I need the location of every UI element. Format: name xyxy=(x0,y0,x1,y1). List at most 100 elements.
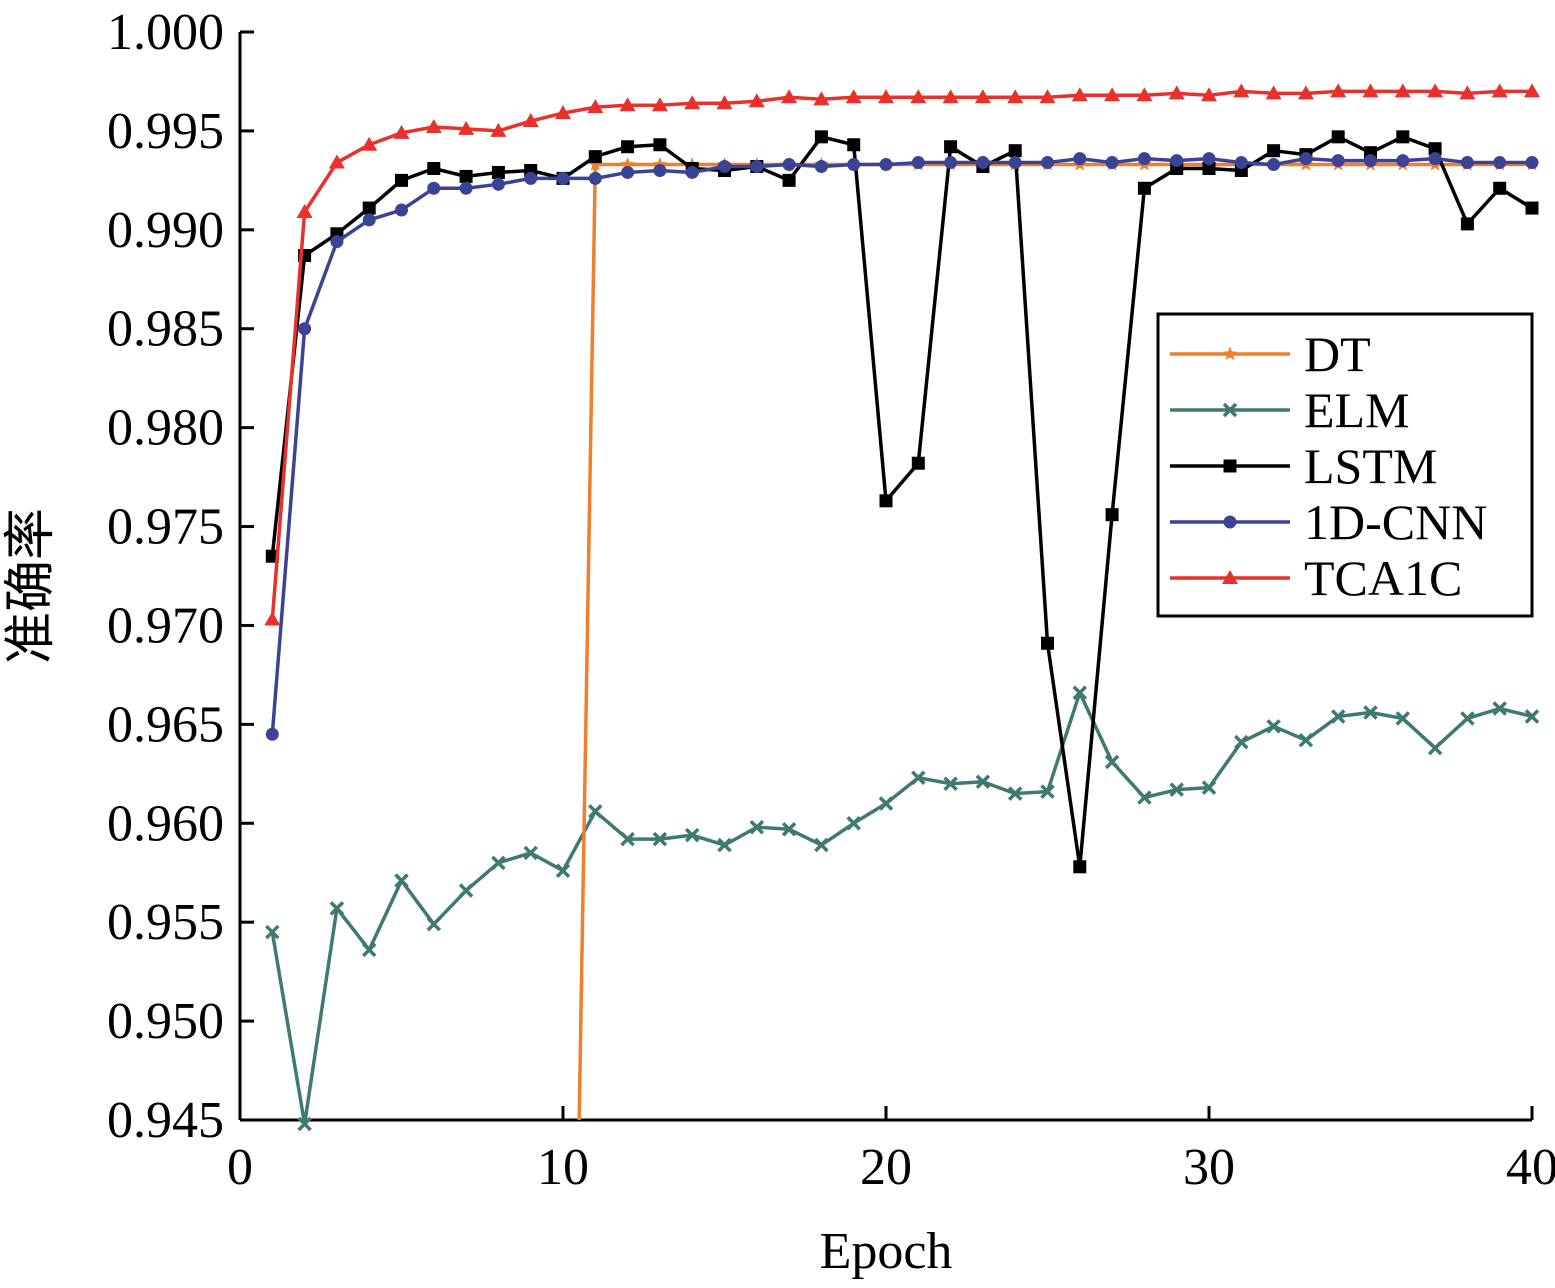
data-point-1d-cnn xyxy=(1105,156,1119,170)
legend-marker-dt xyxy=(1222,346,1238,361)
data-point-1d-cnn xyxy=(1299,152,1313,166)
data-point-tca1c xyxy=(1459,85,1476,100)
data-point-lstm xyxy=(1396,130,1410,144)
data-point-1d-cnn xyxy=(459,181,473,195)
data-point-tca1c xyxy=(910,89,927,104)
data-point-1d-cnn xyxy=(718,160,731,174)
data-point-elm xyxy=(361,942,377,958)
y-tick-label: 0.985 xyxy=(107,301,224,358)
x-tick-label: 40 xyxy=(1506,1139,1555,1196)
marker-stroke xyxy=(297,1116,312,1132)
legend-label-1d-cnn: 1D-CNN xyxy=(1304,494,1487,550)
data-point-lstm xyxy=(1073,860,1087,874)
data-point-tca1c xyxy=(1104,87,1121,102)
data-point-lstm xyxy=(847,138,861,152)
data-point-elm xyxy=(1363,705,1378,720)
data-point-lstm xyxy=(879,494,893,508)
marker-stroke xyxy=(491,855,506,871)
data-point-elm xyxy=(717,837,732,853)
marker-stroke xyxy=(943,776,958,791)
data-point-elm xyxy=(781,821,797,837)
data-point-1d-cnn xyxy=(395,203,408,217)
marker-stroke xyxy=(1169,782,1184,797)
data-point-tca1c xyxy=(393,124,410,139)
data-point-tca1c xyxy=(716,95,733,110)
data-point-elm xyxy=(1524,709,1540,724)
legend-item-lstm: LSTM xyxy=(1170,438,1437,494)
data-point-tca1c xyxy=(1265,85,1282,100)
legend-marker-lstm xyxy=(1223,459,1237,473)
data-point-tca1c xyxy=(555,105,571,120)
data-point-lstm xyxy=(944,140,958,154)
data-point-elm xyxy=(1427,740,1443,756)
y-tick-label: 0.945 xyxy=(107,1092,224,1149)
series-tca1c xyxy=(264,83,1540,626)
data-point-1d-cnn xyxy=(847,158,861,172)
data-point-elm xyxy=(1492,701,1507,716)
data-point-1d-cnn xyxy=(911,156,925,170)
marker-stroke xyxy=(1492,701,1507,716)
data-point-elm xyxy=(1040,784,1055,799)
data-point-elm xyxy=(1137,790,1152,805)
data-point-elm xyxy=(1330,709,1346,724)
legend-marker-tca1c xyxy=(1222,570,1238,584)
data-point-elm xyxy=(1104,754,1120,770)
data-point-elm xyxy=(1201,780,1217,795)
x-tick-label: 30 xyxy=(1183,1139,1235,1196)
marker-stroke xyxy=(1222,402,1238,418)
data-point-tca1c xyxy=(1524,83,1540,98)
data-point-elm xyxy=(588,804,603,819)
data-point-tca1c xyxy=(425,118,442,133)
data-point-1d-cnn xyxy=(1170,154,1184,168)
data-point-tca1c xyxy=(1394,83,1411,98)
data-point-1d-cnn xyxy=(298,322,312,336)
data-point-elm xyxy=(911,770,926,786)
marker-stroke xyxy=(814,837,829,853)
marker-stroke xyxy=(684,827,700,843)
data-point-elm xyxy=(523,845,538,861)
y-tick-label: 0.990 xyxy=(107,202,224,259)
data-point-tca1c xyxy=(845,89,862,104)
data-point-elm xyxy=(846,816,861,831)
data-point-lstm xyxy=(911,456,925,470)
y-tick-label: 0.970 xyxy=(107,597,224,654)
data-point-tca1c xyxy=(651,97,668,112)
data-point-1d-cnn xyxy=(944,156,958,170)
marker-stroke xyxy=(717,837,732,853)
data-point-tca1c xyxy=(1168,85,1185,100)
data-point-tca1c xyxy=(361,136,378,151)
y-tick-label: 0.995 xyxy=(107,103,224,160)
data-point-elm xyxy=(491,855,506,871)
data-point-tca1c xyxy=(490,122,507,137)
marker-stroke xyxy=(620,831,635,847)
series-layer xyxy=(264,83,1540,1132)
data-point-lstm xyxy=(1267,144,1281,158)
data-point-1d-cnn xyxy=(524,171,538,185)
data-point-1d-cnn xyxy=(1525,156,1539,170)
y-tick-label: 0.980 xyxy=(107,400,224,457)
data-point-lstm xyxy=(1041,636,1054,650)
data-point-1d-cnn xyxy=(556,171,570,185)
legend-marker-1d-cnn xyxy=(1223,515,1237,529)
data-point-dt xyxy=(620,157,635,171)
data-point-elm xyxy=(975,774,991,789)
data-point-tca1c xyxy=(1427,83,1444,98)
data-point-tca1c xyxy=(974,89,991,104)
legend-label-dt: DT xyxy=(1304,326,1371,382)
data-point-lstm xyxy=(814,130,828,144)
data-point-tca1c xyxy=(748,93,765,108)
marker-stroke xyxy=(878,796,894,811)
data-point-lstm xyxy=(1331,130,1345,144)
data-point-lstm xyxy=(362,201,376,215)
data-point-tca1c xyxy=(1136,87,1153,102)
data-point-1d-cnn xyxy=(1364,154,1377,168)
marker-stroke xyxy=(1137,790,1152,805)
data-point-tca1c xyxy=(1362,83,1379,98)
data-point-elm xyxy=(329,901,345,916)
data-point-tca1c xyxy=(458,120,475,135)
marker-stroke xyxy=(1395,711,1411,726)
data-point-1d-cnn xyxy=(653,163,667,177)
marker-stroke xyxy=(1266,719,1281,734)
marker-stroke xyxy=(1460,711,1475,726)
